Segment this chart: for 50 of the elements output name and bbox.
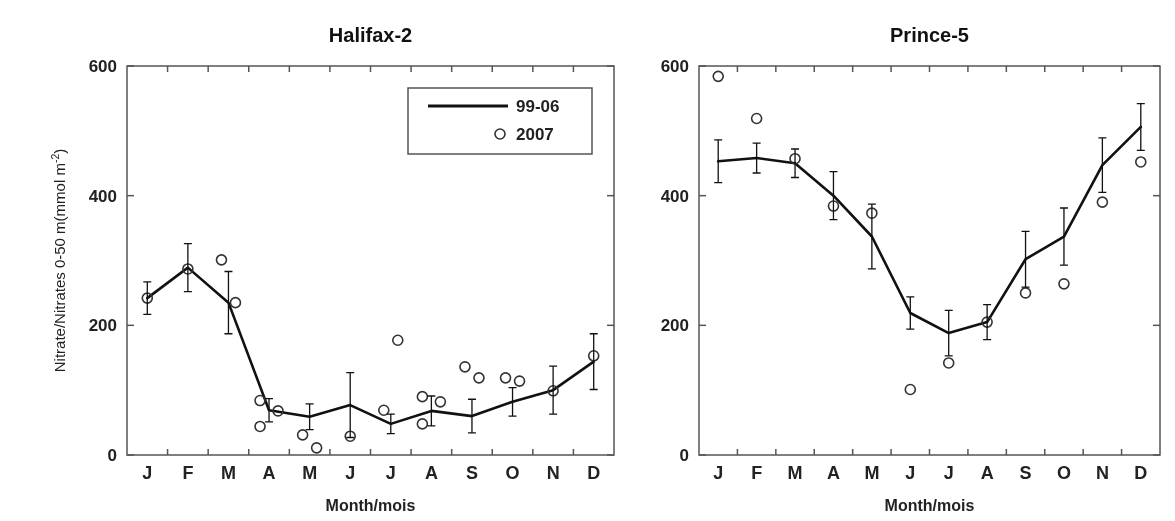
point bbox=[750, 112, 763, 125]
x-tick-label: J bbox=[385, 463, 396, 483]
point bbox=[712, 70, 725, 83]
x-tick-label: D bbox=[587, 463, 601, 483]
legend-label: 99-06 bbox=[516, 97, 560, 116]
y-tick-label: 600 bbox=[660, 57, 689, 76]
x-tick-label: M bbox=[864, 463, 880, 483]
x-tick-label: J bbox=[905, 463, 916, 483]
x-tick-label: S bbox=[465, 463, 478, 483]
y-tick-label: 200 bbox=[660, 316, 689, 336]
x-tick-label: A bbox=[424, 463, 438, 483]
y-tick-label: 0 bbox=[679, 446, 689, 465]
x-tick-label: M bbox=[787, 463, 803, 483]
x-axis-title: Month/mois bbox=[325, 497, 416, 514]
legend-label: 2007 bbox=[516, 125, 554, 144]
x-tick-label: N bbox=[546, 463, 560, 483]
y-tick-label: 600 bbox=[88, 57, 117, 76]
point bbox=[1134, 156, 1147, 168]
x-tick-label: A bbox=[826, 463, 840, 483]
x-tick-label: J bbox=[943, 463, 954, 483]
x-tick-label: J bbox=[142, 463, 153, 483]
x-tick-label: M bbox=[302, 463, 318, 483]
x-tick-label: F bbox=[182, 463, 194, 483]
point bbox=[1096, 196, 1109, 208]
y-tick-label: 0 bbox=[107, 446, 117, 465]
point bbox=[942, 357, 955, 369]
point bbox=[789, 152, 801, 165]
x-tick-label: J bbox=[713, 463, 724, 483]
x-axis-title: Month/mois bbox=[884, 497, 975, 514]
x-tick-label: A bbox=[262, 463, 276, 483]
point bbox=[904, 383, 917, 396]
x-tick-label: J bbox=[345, 463, 356, 483]
y-tick-label: 400 bbox=[88, 186, 117, 206]
point bbox=[827, 200, 840, 212]
x-tick-label: O bbox=[505, 463, 520, 483]
x-tick-label: S bbox=[1019, 463, 1032, 483]
point bbox=[981, 316, 993, 328]
y-tick-label: 400 bbox=[660, 186, 689, 206]
x-tick-label: D bbox=[1134, 463, 1148, 483]
y-tick-label: 200 bbox=[88, 316, 117, 336]
chart-title: Halifax-2 bbox=[328, 24, 413, 46]
chart-title: Prince-5 bbox=[890, 24, 969, 46]
point bbox=[866, 207, 878, 219]
x-tick-label: N bbox=[1095, 463, 1109, 483]
point bbox=[1019, 287, 1032, 299]
x-tick-label: M bbox=[220, 463, 236, 483]
point bbox=[1058, 278, 1070, 290]
x-tick-label: A bbox=[980, 463, 994, 483]
x-tick-label: O bbox=[1056, 463, 1071, 483]
x-tick-label: F bbox=[751, 463, 763, 483]
